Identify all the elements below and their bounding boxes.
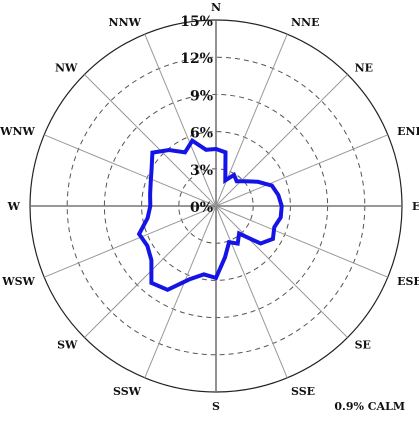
direction-label-wsw: WSW [1, 275, 35, 288]
frequency-point-160deg [227, 240, 231, 244]
frequency-point-130deg [259, 242, 263, 245]
frequency-point-340deg [190, 139, 194, 143]
ring-label-12pct: 12% [180, 51, 213, 67]
spoke-se [215, 205, 348, 338]
frequency-point-0deg [214, 147, 218, 151]
direction-label-se: SE [355, 339, 371, 352]
frequency-point-70deg [270, 184, 274, 188]
direction-label-n: N [211, 1, 221, 14]
direction-label-ese: ESE [397, 275, 419, 288]
frequency-point-140deg [237, 232, 241, 235]
frequency-point-150deg [236, 242, 240, 246]
direction-label-ssw: SSW [113, 385, 142, 398]
frequency-point-80deg [276, 193, 280, 197]
spoke-ssw [144, 205, 217, 378]
frequency-point-240deg [145, 244, 149, 248]
direction-label-ene: ENE [397, 125, 419, 138]
spoke-sse [215, 205, 288, 378]
spoke-ese [215, 205, 388, 278]
ring-label-6pct: 6% [190, 126, 213, 142]
chart-labels: N NNE NE ENE E ESE SE SSE S SSW SW WSW W WNW NW NNW 0% 3%… [0, 1, 419, 413]
direction-label-sw: SW [57, 339, 78, 352]
frequency-point-320deg [167, 148, 171, 152]
frequency-point-300deg [150, 167, 154, 171]
ring-label-9pct: 9% [190, 88, 213, 104]
direction-label-nnw: NNW [109, 16, 142, 29]
frequency-point-280deg [148, 192, 152, 196]
frequency-point-50deg [243, 179, 247, 183]
frequency-point-170deg [223, 255, 227, 259]
ring-label-0pct: 0% [190, 200, 213, 216]
spoke-nw [84, 74, 217, 207]
direction-label-w: W [7, 200, 21, 213]
ring-label-3pct: 3% [190, 163, 213, 179]
spoke-ene [215, 134, 388, 207]
direction-label-s: S [212, 400, 220, 413]
direction-label-ne: NE [355, 61, 373, 74]
chart-grid [29, 19, 403, 393]
frequency-point-190deg [202, 272, 206, 276]
spoke-ne [215, 74, 348, 207]
frequency-point-40deg [235, 179, 239, 183]
frequency-point-110deg [272, 225, 276, 229]
frequency-point-60deg [256, 180, 260, 184]
frequency-point-10deg [224, 150, 227, 154]
frequency-point-350deg [204, 148, 208, 152]
ring-label-15pct: 15% [180, 14, 213, 30]
direction-label-sse: SSE [291, 385, 315, 398]
direction-label-wnw: WNW [0, 125, 36, 138]
direction-label-e: E [412, 200, 419, 213]
frequency-point-20deg [223, 178, 227, 182]
frequency-point-210deg [166, 288, 170, 292]
frequency-point-270deg [148, 204, 152, 208]
frequency-point-330deg [183, 150, 187, 154]
chart-series [136, 137, 284, 292]
spoke-wsw [44, 205, 217, 278]
frequency-point-100deg [279, 215, 283, 219]
frequency-point-200deg [187, 277, 191, 281]
frequency-point-180deg [214, 276, 218, 280]
direction-label-nne: NNE [291, 16, 320, 29]
spoke-wnw [44, 134, 217, 207]
frequency-point-260deg [146, 216, 150, 220]
spoke-nnw [144, 34, 217, 207]
frequency-point-290deg [149, 180, 153, 184]
calm-label: 0.9% CALM [334, 400, 405, 413]
frequency-point-120deg [271, 237, 275, 241]
frequency-point-310deg [150, 151, 154, 155]
frequency-point-90deg [280, 204, 284, 208]
direction-label-nw: NW [55, 61, 78, 74]
frequency-point-230deg [149, 258, 153, 262]
frequency-point-30deg [232, 173, 236, 177]
frequency-point-220deg [149, 281, 153, 285]
frequency-point-250deg [137, 232, 141, 236]
